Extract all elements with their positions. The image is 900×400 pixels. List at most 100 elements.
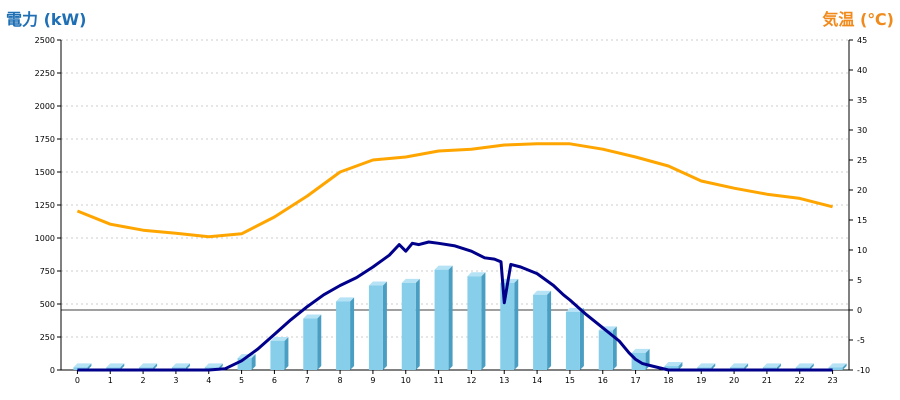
bar-side	[547, 290, 552, 370]
bar-top	[336, 297, 355, 302]
right-tick-label: 0	[857, 306, 862, 315]
x-tick-label: 22	[795, 376, 805, 385]
bar-top	[368, 281, 387, 286]
bar	[237, 358, 252, 370]
left-tick-label: 250	[40, 333, 55, 342]
bar	[401, 282, 416, 370]
bar	[368, 285, 383, 370]
x-tick-label: 20	[729, 376, 739, 385]
x-tick-label: 0	[75, 376, 80, 385]
x-tick-label: 16	[598, 376, 608, 385]
x-tick-label: 13	[499, 376, 509, 385]
bar	[598, 330, 613, 370]
temperature-line	[76, 142, 833, 239]
bar-side	[678, 362, 683, 370]
right-tick-label: 40	[857, 66, 867, 75]
bar	[336, 301, 351, 370]
x-tick-label: 5	[239, 376, 244, 385]
bar	[434, 269, 449, 370]
bar-side	[842, 363, 847, 370]
bar-side	[809, 363, 814, 370]
right-tick-label: 10	[857, 246, 867, 255]
bar-side	[153, 363, 158, 370]
bar-top	[762, 363, 781, 368]
bar-side	[612, 326, 617, 370]
bar-top	[106, 363, 125, 368]
bar-side	[185, 363, 190, 370]
x-tick-label: 17	[630, 376, 640, 385]
right-tick-label: -5	[857, 336, 865, 345]
bar-top	[303, 314, 322, 319]
bar-top	[631, 348, 650, 353]
bar	[533, 294, 548, 370]
bar-top	[204, 363, 223, 368]
left-axis-title: 電力 (kW)	[6, 10, 87, 29]
right-tick-label: 20	[857, 186, 867, 195]
x-tick-label: 19	[696, 376, 706, 385]
x-tick-label: 3	[173, 376, 178, 385]
x-tick-label: 6	[272, 376, 277, 385]
x-tick-label: 7	[305, 376, 310, 385]
x-tick-label: 12	[466, 376, 476, 385]
right-axis-title: 気温 (℃)	[822, 10, 894, 29]
left-tick-label: 500	[40, 300, 55, 309]
bar-side	[744, 363, 749, 370]
right-tick-label: 35	[857, 96, 867, 105]
bar-side	[350, 297, 355, 370]
bar	[467, 276, 482, 370]
bar-top	[270, 336, 289, 341]
bar-side	[776, 363, 781, 370]
x-tick-label: 8	[338, 376, 343, 385]
bar-top	[401, 278, 420, 283]
bar	[270, 340, 285, 370]
left-tick-label: 1000	[35, 234, 55, 243]
bar-side	[284, 336, 289, 370]
bar	[500, 282, 515, 370]
bar-top	[434, 265, 453, 270]
right-tick-label: 45	[857, 36, 867, 45]
x-tick-label: 2	[141, 376, 146, 385]
bar-side	[711, 363, 716, 370]
x-tick-label: 9	[370, 376, 375, 385]
bar-top	[795, 363, 814, 368]
bar	[664, 366, 679, 370]
x-tick-label: 23	[827, 376, 837, 385]
x-tick-label: 1	[108, 376, 113, 385]
left-tick-label: 2500	[35, 36, 55, 45]
bar-top	[171, 363, 190, 368]
right-tick-label: 15	[857, 216, 867, 225]
bar-side	[448, 265, 453, 370]
bar-side	[120, 363, 125, 370]
x-tick-label: 15	[565, 376, 575, 385]
x-tick-label: 4	[206, 376, 211, 385]
right-tick-label: -10	[857, 366, 870, 375]
right-tick-label: 5	[857, 276, 862, 285]
bar-top	[828, 363, 847, 368]
bar-top	[467, 272, 486, 277]
bar-top	[73, 363, 92, 368]
bar-side	[382, 281, 387, 370]
bar	[303, 318, 318, 370]
bar	[565, 311, 580, 370]
left-tick-label: 1750	[35, 135, 55, 144]
bar-side	[481, 272, 486, 370]
bar-top	[730, 363, 749, 368]
right-tick-label: 25	[857, 156, 867, 165]
bar-side	[579, 307, 584, 370]
left-tick-label: 1250	[35, 201, 55, 210]
bar-top	[139, 363, 158, 368]
x-tick-label: 21	[762, 376, 772, 385]
bar-side	[317, 314, 322, 370]
bar	[828, 367, 843, 370]
left-tick-label: 0	[50, 366, 55, 375]
right-tick-label: 30	[857, 126, 867, 135]
bar-side	[251, 354, 256, 370]
x-tick-label: 10	[401, 376, 411, 385]
bar-side	[415, 278, 420, 370]
left-tick-label: 1500	[35, 168, 55, 177]
x-tick-label: 11	[433, 376, 443, 385]
left-tick-label: 750	[40, 267, 55, 276]
bar-top	[533, 290, 552, 295]
bar-top	[664, 362, 683, 367]
